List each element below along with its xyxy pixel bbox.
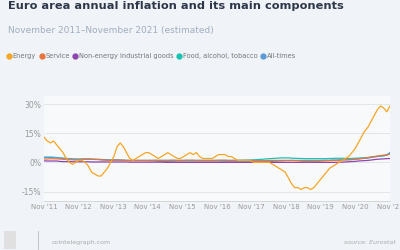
Text: source: Eurostat: source: Eurostat — [344, 240, 396, 245]
Legend: Energy, Service, Non-energy industrial goods, Food, alcohol, tobacco, All-times: Energy, Service, Non-energy industrial g… — [7, 53, 296, 59]
Text: November 2011–November 2021 (estimated): November 2011–November 2021 (estimated) — [8, 26, 214, 35]
Text: Euro area annual inflation and its main components: Euro area annual inflation and its main … — [8, 1, 344, 11]
Text: cointelegraph.com: cointelegraph.com — [52, 240, 111, 245]
